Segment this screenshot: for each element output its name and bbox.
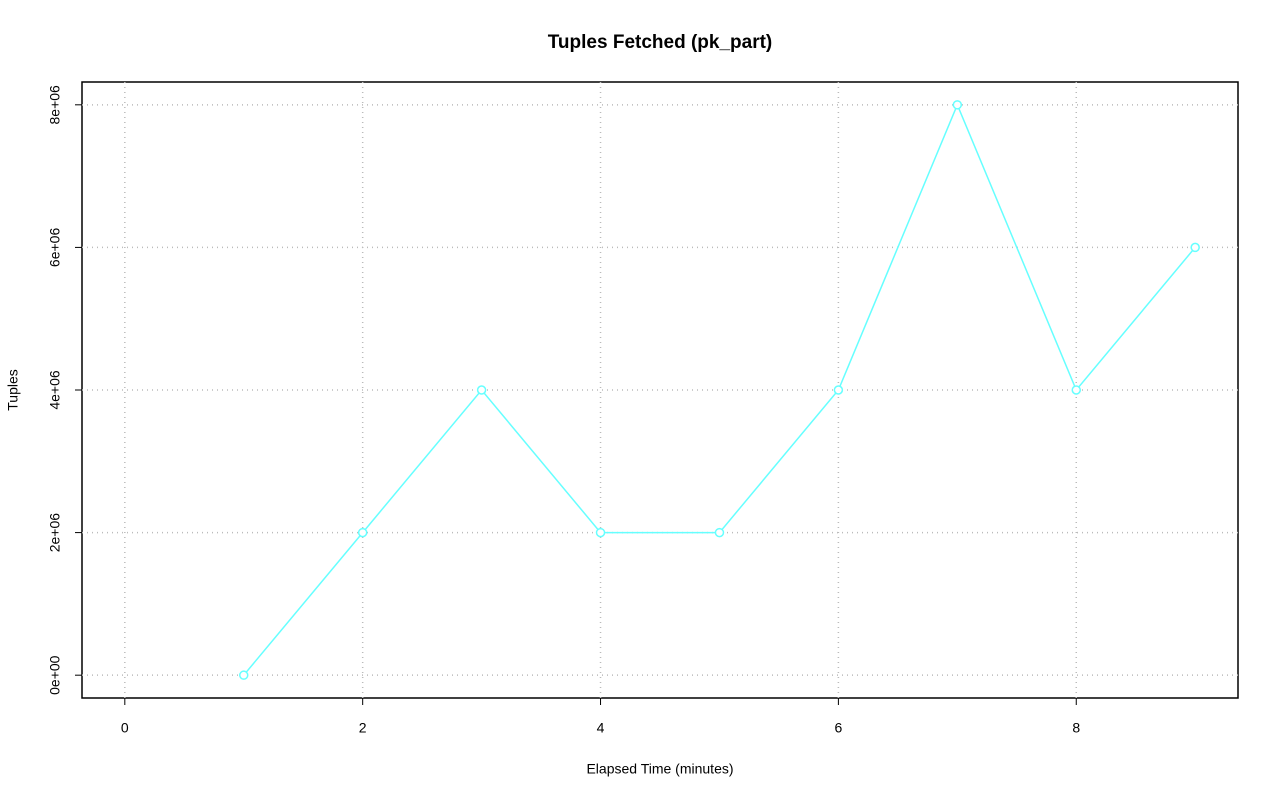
- data-point: [476, 385, 487, 395]
- data-point: [952, 100, 963, 110]
- x-tick-label: 4: [597, 720, 605, 736]
- chart-title: Tuples Fetched (pk_part): [548, 32, 773, 53]
- plot-frame: [81, 81, 1239, 699]
- y-axis-label: Tuples: [5, 369, 21, 411]
- data-point: [833, 385, 844, 395]
- x-tick-label: 6: [834, 720, 842, 736]
- x-tick-label: 8: [1072, 720, 1080, 736]
- y-tick-label: 6e+06: [47, 228, 63, 268]
- data-point: [595, 527, 606, 538]
- data-point: [714, 527, 725, 538]
- data-point: [357, 527, 368, 538]
- data-point: [238, 670, 249, 680]
- data-point: [1071, 385, 1082, 395]
- y-tick-label: 2e+06: [47, 513, 63, 553]
- x-tick-label: 0: [121, 720, 129, 736]
- x-axis-label: Elapsed Time (minutes): [586, 761, 733, 777]
- data-point: [1190, 242, 1200, 253]
- y-tick-label: 0e+00: [47, 655, 63, 695]
- x-tick-label: 2: [359, 720, 367, 736]
- y-tick-label: 8e+06: [47, 85, 63, 125]
- y-tick-label: 4e+06: [47, 370, 63, 410]
